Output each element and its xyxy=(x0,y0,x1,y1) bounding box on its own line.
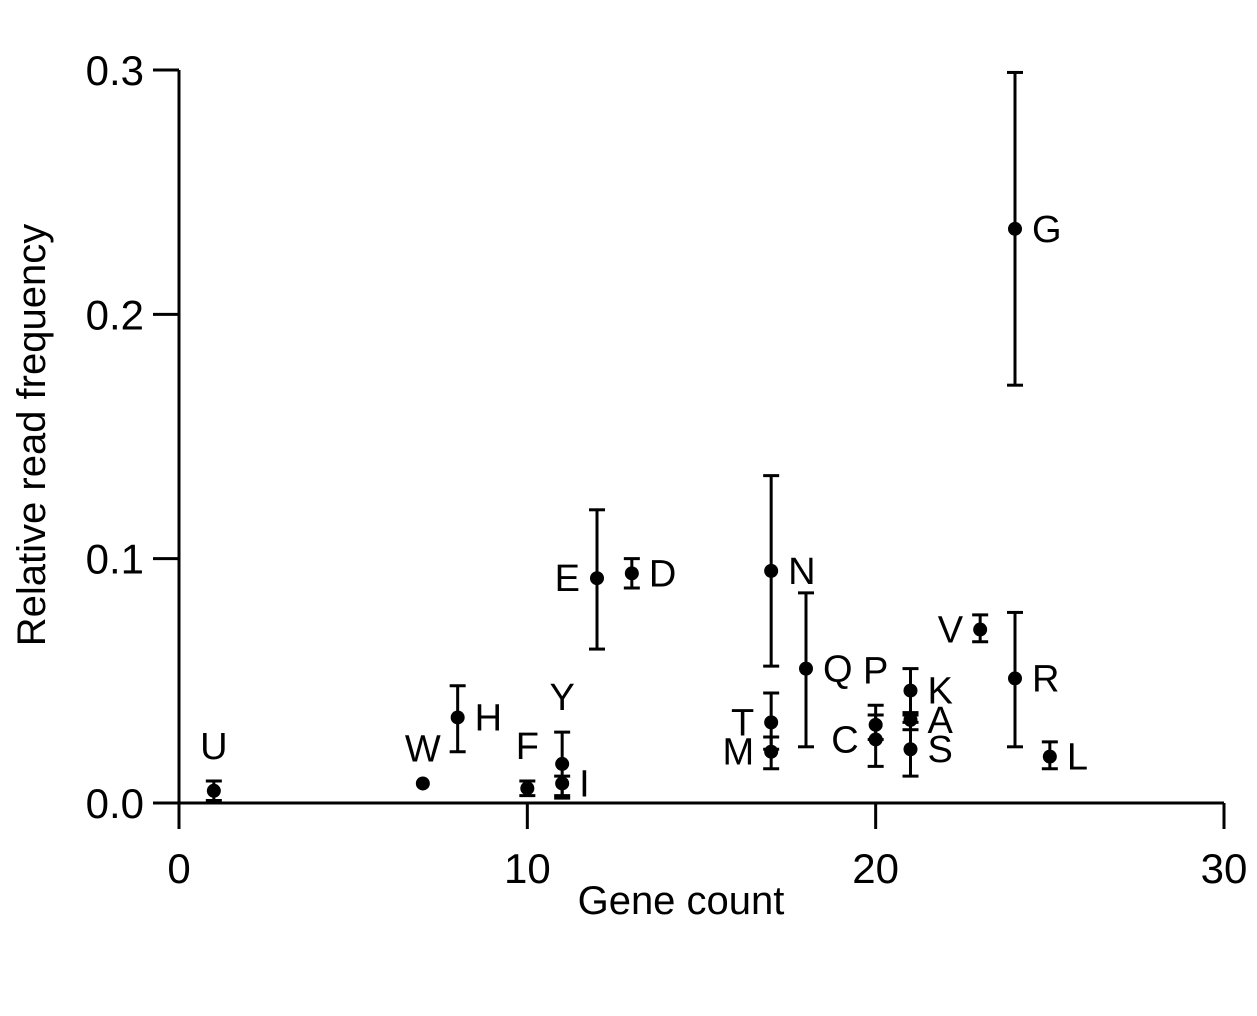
point-label: N xyxy=(788,551,815,593)
data-point-s: S xyxy=(902,720,953,778)
x-ticks: 0 10 20 30 xyxy=(167,803,1247,892)
point-label: K xyxy=(928,671,953,713)
data-marker xyxy=(206,783,221,798)
y-tick-label: 0.1 xyxy=(86,536,144,583)
point-label: D xyxy=(649,553,676,595)
x-tick-label: 30 xyxy=(1201,845,1248,892)
x-tick-label: 10 xyxy=(504,845,551,892)
data-point-g: G xyxy=(1007,70,1062,387)
point-label: G xyxy=(1032,209,1062,251)
data-point-i: I xyxy=(554,763,590,805)
data-point-f: F xyxy=(516,726,539,798)
data-marker xyxy=(1008,221,1022,236)
data-marker xyxy=(450,710,465,725)
data-point-p: P xyxy=(863,650,888,741)
data-marker xyxy=(1042,749,1057,764)
data-marker xyxy=(555,776,570,791)
data-point-r: R xyxy=(1007,610,1059,749)
data-marker xyxy=(868,732,883,747)
point-label: V xyxy=(938,610,964,652)
data-point-k: K xyxy=(902,667,953,717)
data-marker xyxy=(903,683,918,698)
data-point-c: C xyxy=(831,713,884,768)
data-point-d: D xyxy=(623,553,676,595)
data-marker xyxy=(624,566,639,581)
data-point-w: W xyxy=(405,728,441,791)
data-marker xyxy=(799,661,813,676)
y-axis-title: Relative read frequency xyxy=(10,224,54,646)
data-marker xyxy=(764,715,779,730)
data-marker xyxy=(590,571,604,586)
data-point-u: U xyxy=(200,726,228,803)
y-ticks: 0.0 0.1 0.2 0.3 xyxy=(86,47,179,827)
data-marker xyxy=(1008,671,1022,686)
data-marker xyxy=(764,563,779,578)
point-label: M xyxy=(723,732,755,774)
point-label: P xyxy=(863,650,888,692)
point-label: U xyxy=(200,726,227,768)
point-label: H xyxy=(475,697,502,739)
data-marker xyxy=(555,756,570,771)
point-label: L xyxy=(1067,737,1088,779)
point-label: R xyxy=(1032,658,1059,700)
y-tick-label: 0.3 xyxy=(86,47,144,94)
point-label: F xyxy=(516,726,539,768)
axes xyxy=(153,70,1224,805)
data-marker xyxy=(415,776,430,791)
data-point-m: M xyxy=(723,732,780,774)
x-tick-label: 20 xyxy=(852,845,899,892)
data-point-q: Q xyxy=(798,591,853,749)
x-tick-label: 0 xyxy=(167,845,190,892)
point-label: Y xyxy=(549,677,574,719)
point-label: Q xyxy=(823,649,853,691)
data-marker xyxy=(903,742,918,757)
data-point-h: H xyxy=(449,684,502,754)
data-marker xyxy=(764,744,779,759)
point-label: T xyxy=(731,702,754,744)
data-marker xyxy=(520,781,535,796)
data-point-v: V xyxy=(938,610,989,652)
y-tick-label: 0.2 xyxy=(86,291,144,338)
point-label: S xyxy=(928,729,953,771)
point-label: E xyxy=(555,558,580,600)
point-label: C xyxy=(831,719,858,761)
point-label: I xyxy=(579,763,590,805)
y-tick-label: 0.0 xyxy=(86,780,144,827)
data-point-n: N xyxy=(763,474,816,668)
data-point-l: L xyxy=(1041,737,1088,779)
x-axis-title: Gene count xyxy=(578,879,785,923)
point-label: W xyxy=(405,728,441,770)
point-label: A xyxy=(928,700,954,742)
data-marker xyxy=(973,622,988,637)
data-point-e: E xyxy=(555,508,605,651)
